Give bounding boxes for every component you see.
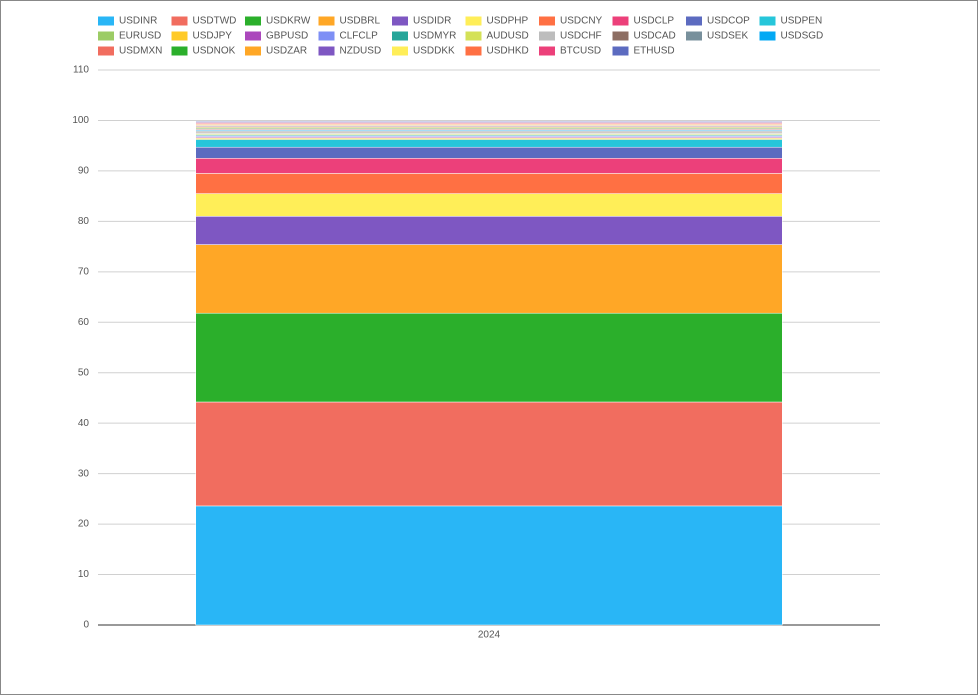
legend-label[interactable]: USDPEN — [781, 16, 823, 27]
legend-swatch[interactable] — [98, 31, 114, 41]
legend-swatch[interactable] — [171, 16, 188, 26]
legend-label[interactable]: USDSEK — [707, 31, 748, 42]
y-tick-label: 30 — [78, 468, 90, 479]
legend-swatch[interactable] — [465, 16, 482, 26]
legend-label[interactable]: USDHKD — [487, 46, 529, 57]
legend-swatch[interactable] — [759, 31, 776, 41]
legend-swatch[interactable] — [318, 16, 335, 26]
legend-label[interactable]: AUDUSD — [487, 31, 529, 42]
legend-label[interactable]: USDCHF — [560, 31, 602, 42]
legend-label[interactable]: GBPUSD — [266, 31, 308, 42]
legend-swatch[interactable] — [171, 46, 188, 56]
y-tick-label: 40 — [78, 418, 90, 429]
y-tick-label: 10 — [78, 569, 90, 580]
legend-swatch[interactable] — [539, 46, 555, 56]
bar-segment — [195, 193, 783, 217]
y-tick-label: 70 — [78, 266, 90, 277]
legend-swatch[interactable] — [759, 16, 776, 26]
legend-swatch[interactable] — [245, 46, 261, 56]
legend-label[interactable]: USDINR — [119, 16, 157, 27]
legend-label[interactable]: USDIDR — [413, 16, 451, 27]
x-tick-label: 2024 — [478, 630, 501, 641]
legend-label[interactable]: USDNOK — [193, 46, 236, 57]
legend-swatch[interactable] — [245, 16, 261, 26]
y-tick-label: 80 — [78, 216, 90, 227]
legend-swatch[interactable] — [612, 16, 629, 26]
bar-segment — [195, 121, 783, 123]
bar-segment — [195, 401, 783, 507]
legend-label[interactable]: USDCNY — [560, 16, 603, 27]
bar-segment — [195, 158, 783, 174]
legend-swatch[interactable] — [171, 31, 188, 41]
legend-label[interactable]: USDSGD — [781, 31, 824, 42]
legend-swatch[interactable] — [245, 31, 261, 41]
legend-label[interactable]: USDMYR — [413, 31, 456, 42]
legend-swatch[interactable] — [392, 31, 408, 41]
legend-label[interactable]: USDCAD — [634, 31, 676, 42]
legend-label[interactable]: NZDUSD — [340, 46, 382, 57]
bar-segment — [195, 139, 783, 148]
y-tick-label: 0 — [83, 620, 89, 631]
legend-swatch[interactable] — [318, 31, 335, 41]
legend-swatch[interactable] — [465, 31, 482, 41]
legend-swatch[interactable] — [98, 16, 114, 26]
legend-label[interactable]: USDDKK — [413, 46, 455, 57]
bar-segment — [195, 216, 783, 245]
legend-label[interactable]: USDJPY — [193, 31, 233, 42]
bar-segment — [195, 505, 783, 626]
legend-label[interactable]: BTCUSD — [560, 46, 601, 57]
legend-swatch[interactable] — [686, 31, 702, 41]
legend-swatch[interactable] — [98, 46, 114, 56]
bar-segment — [195, 146, 783, 159]
legend-swatch[interactable] — [612, 46, 629, 56]
legend-swatch[interactable] — [539, 16, 555, 26]
legend-label[interactable]: EURUSD — [119, 31, 161, 42]
y-tick-label: 50 — [78, 367, 90, 378]
legend-label[interactable]: USDTWD — [193, 16, 237, 27]
legend-label[interactable]: USDKRW — [266, 16, 311, 27]
legend-label[interactable]: USDZAR — [266, 46, 307, 57]
legend-swatch[interactable] — [318, 46, 335, 56]
legend-swatch[interactable] — [612, 31, 629, 41]
bar-segment — [195, 244, 783, 314]
y-tick-label: 90 — [78, 166, 90, 177]
legend-label[interactable]: USDMXN — [119, 46, 162, 57]
y-tick-label: 110 — [73, 65, 89, 76]
legend-label[interactable]: USDPHP — [487, 16, 529, 27]
legend-swatch[interactable] — [465, 46, 482, 56]
bar-segment — [195, 312, 783, 403]
y-tick-label: 20 — [78, 519, 90, 530]
legend-label[interactable]: CLFCLP — [340, 31, 379, 42]
legend-label[interactable]: USDCOP — [707, 16, 750, 27]
bar-segment — [195, 173, 783, 194]
legend-swatch[interactable] — [539, 31, 555, 41]
legend-label[interactable]: USDCLP — [634, 16, 675, 27]
legend-swatch[interactable] — [392, 46, 408, 56]
legend-label[interactable]: USDBRL — [340, 16, 381, 27]
y-tick-label: 100 — [72, 115, 89, 126]
legend-swatch[interactable] — [686, 16, 702, 26]
legend-label[interactable]: ETHUSD — [634, 46, 675, 57]
legend-swatch[interactable] — [392, 16, 408, 26]
y-tick-label: 60 — [78, 317, 90, 328]
